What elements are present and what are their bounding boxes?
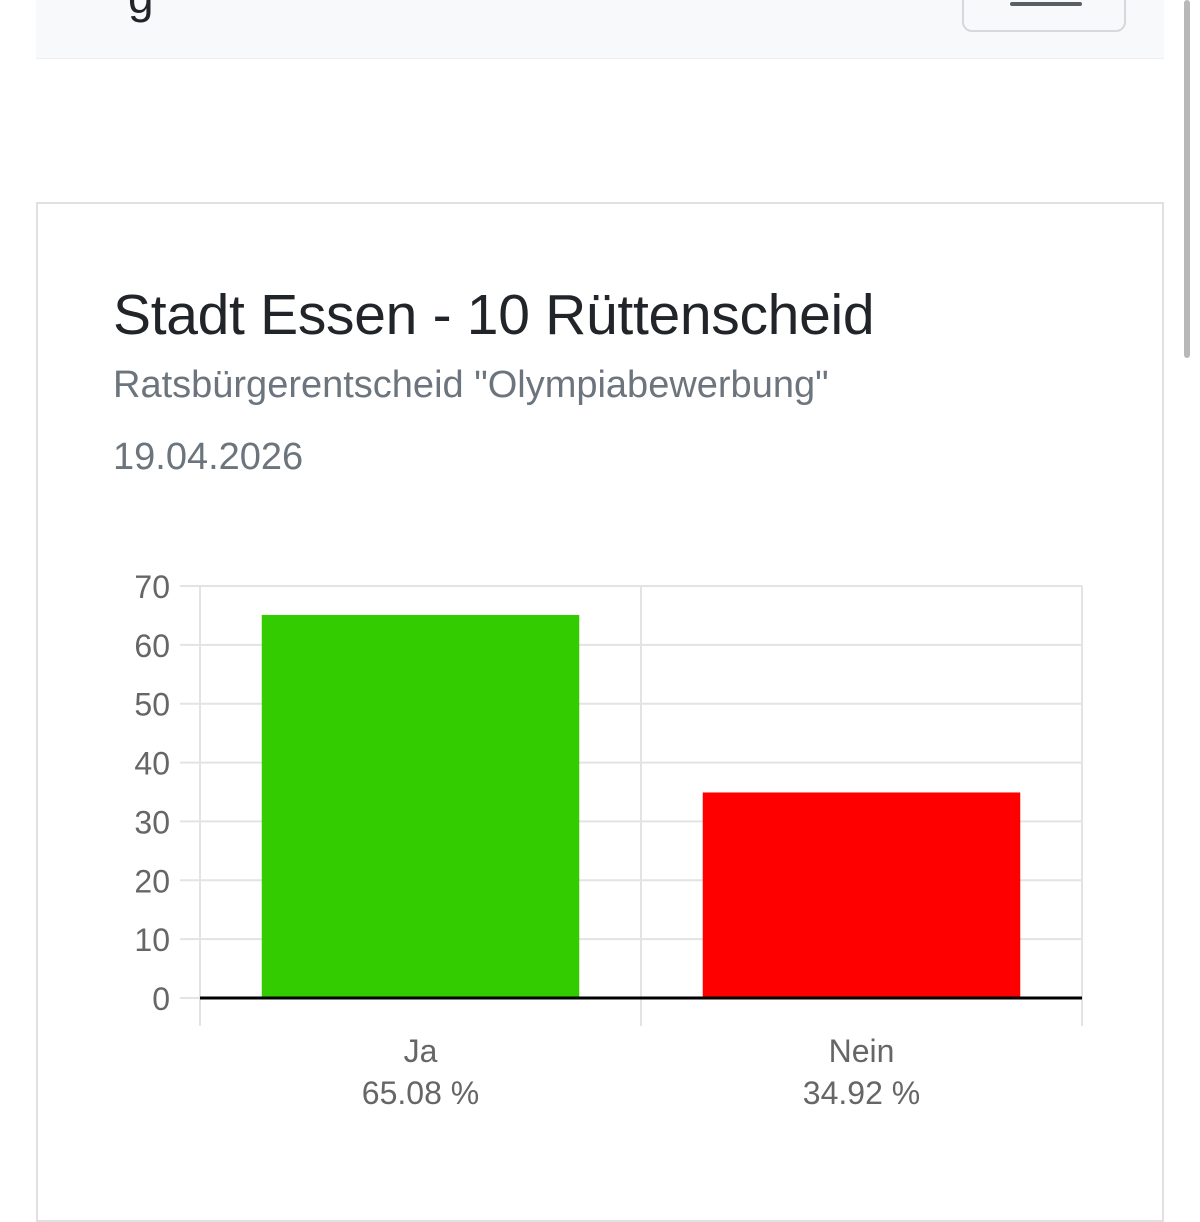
y-tick-label: 40 [134,746,170,782]
bar-chart: 0 10 20 30 40 50 60 70 Ja 65.08 % Nein 34.92 % [134,569,1083,1111]
x-category-label: Nein [829,1033,895,1069]
y-tick-label: 0 [152,981,170,1017]
result-card: Stadt Essen - 10 Rüttenscheid Ratsbürger… [36,202,1164,1222]
navbar: g [36,0,1164,59]
navbar-brand[interactable]: g [128,0,154,20]
card-subtitle: Ratsbürgerentscheid "Olympiabewerbung" [113,364,829,406]
y-tick-label: 70 [134,569,170,605]
x-value-label: 65.08 % [362,1075,479,1111]
x-value-label: 34.92 % [803,1075,920,1111]
hamburger-menu-icon [1010,2,1082,6]
y-tick-label: 20 [134,863,170,899]
y-tick-label: 50 [134,687,170,723]
y-tick-label: 60 [134,628,170,664]
navbar-toggler-button[interactable] [962,0,1126,32]
page-scrollbar[interactable] [1184,0,1190,358]
card-title: Stadt Essen - 10 Rüttenscheid [113,283,875,347]
y-tick-label: 10 [134,922,170,958]
card-date: 19.04.2026 [113,436,304,478]
bar-nein [702,792,1021,998]
y-tick-label: 30 [134,804,170,840]
x-category-label: Ja [404,1033,438,1069]
bar-ja [261,614,580,998]
